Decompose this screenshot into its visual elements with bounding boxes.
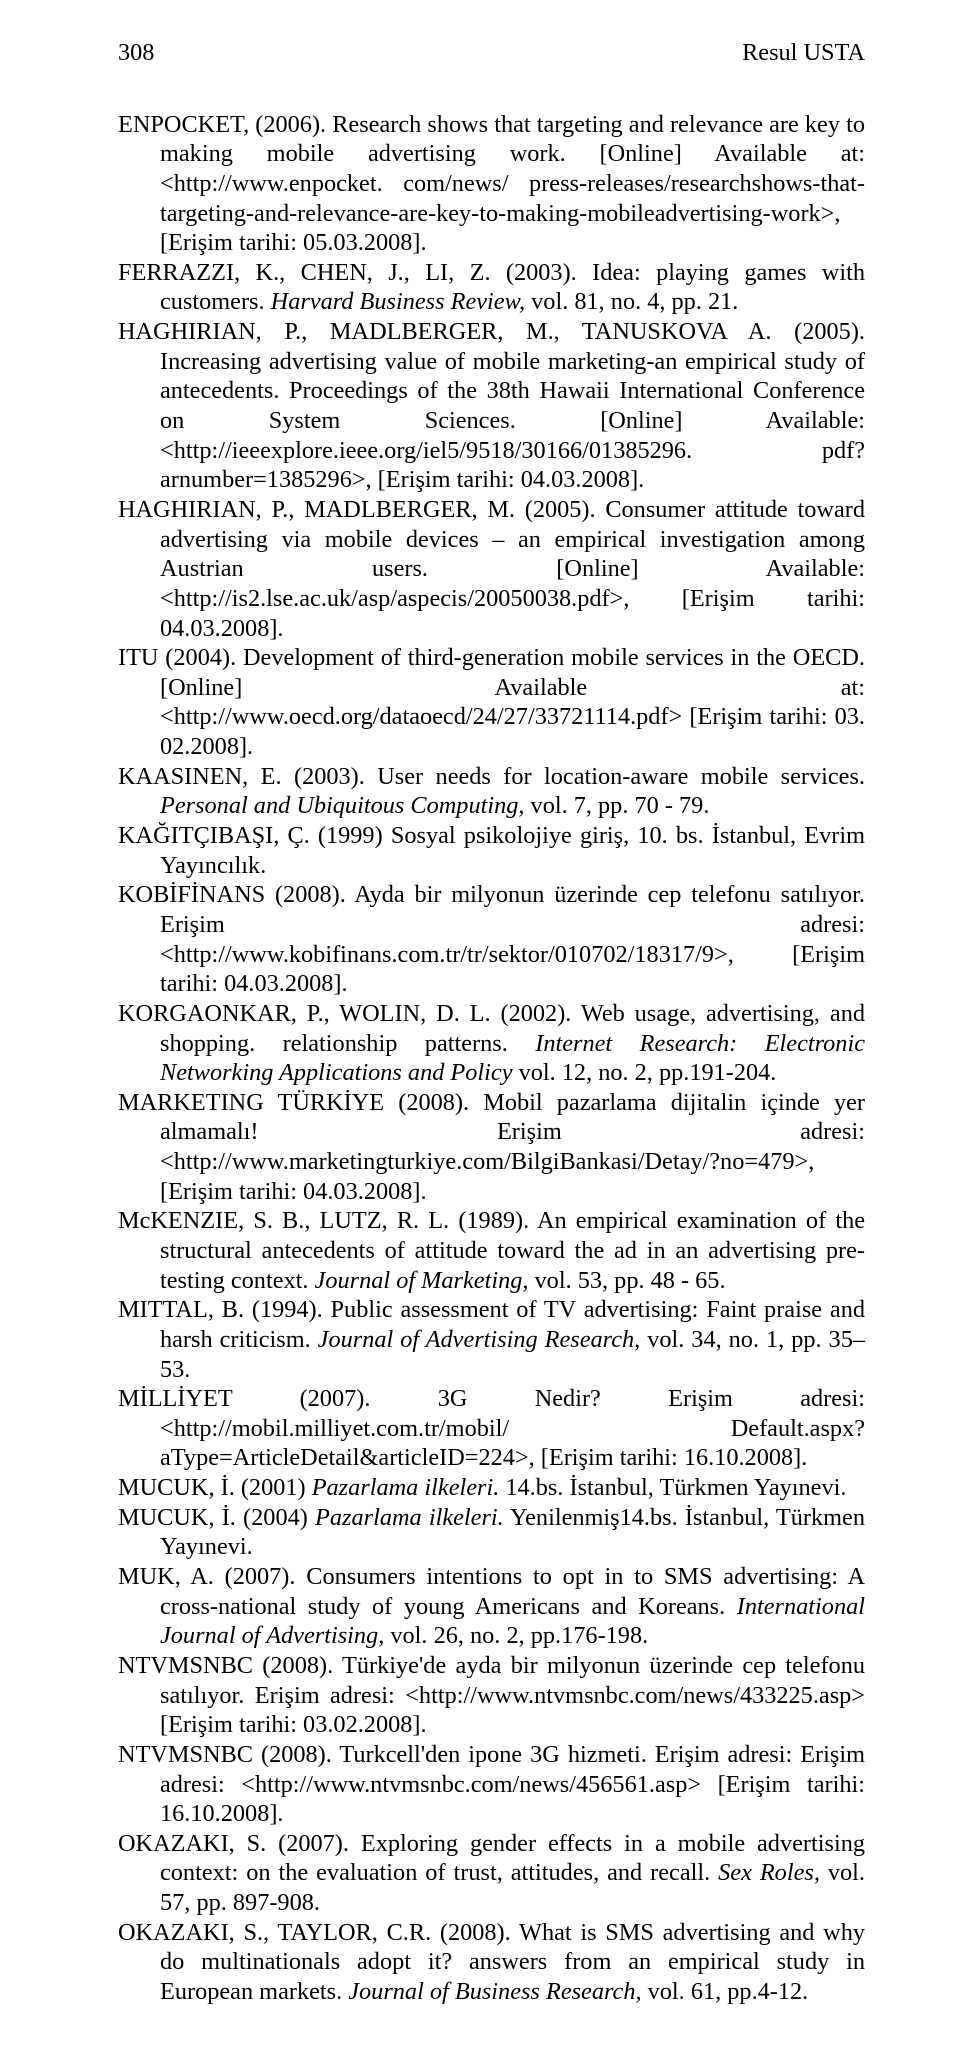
reference-entry: ENPOCKET, (2006). Research shows that ta…: [118, 110, 865, 258]
reference-entry: NTVMSNBC (2008). Türkiye'de ayda bir mil…: [118, 1651, 865, 1740]
reference-entry: MUK, A. (2007). Consumers intentions to …: [118, 1562, 865, 1651]
reference-entry: KAĞITÇIBAŞI, Ç. (1999) Sosyal psikolojiy…: [118, 821, 865, 880]
reference-list: ENPOCKET, (2006). Research shows that ta…: [118, 110, 865, 2007]
reference-entry: MITTAL, B. (1994). Public assessment of …: [118, 1295, 865, 1384]
reference-entry: FERRAZZI, K., CHEN, J., LI, Z. (2003). I…: [118, 258, 865, 317]
reference-entry: KOBİFİNANS (2008). Ayda bir milyonun üze…: [118, 880, 865, 999]
reference-entry: NTVMSNBC (2008). Turkcell'den ipone 3G h…: [118, 1740, 865, 1829]
reference-entry: MİLLİYET (2007). 3G Nedir? Erişim adresi…: [118, 1384, 865, 1473]
reference-entry: KAASINEN, E. (2003). User needs for loca…: [118, 762, 865, 821]
page: 308 Resul USTA ENPOCKET, (2006). Researc…: [0, 0, 960, 2047]
reference-entry: HAGHIRIAN, P., MADLBERGER, M., TANUSKOVA…: [118, 317, 865, 495]
reference-entry: MUCUK, İ. (2004) Pazarlama ilkeleri. Yen…: [118, 1503, 865, 1562]
reference-entry: MARKETING TÜRKİYE (2008). Mobil pazarlam…: [118, 1088, 865, 1207]
reference-entry: McKENZIE, S. B., LUTZ, R. L. (1989). An …: [118, 1206, 865, 1295]
reference-entry: ITU (2004). Development of third-generat…: [118, 643, 865, 762]
reference-entry: OKAZAKI, S. (2007). Exploring gender eff…: [118, 1829, 865, 1918]
reference-entry: HAGHIRIAN, P., MADLBERGER, M. (2005). Co…: [118, 495, 865, 643]
reference-entry: MUCUK, İ. (2001) Pazarlama ilkeleri. 14.…: [118, 1473, 865, 1503]
reference-entry: KORGAONKAR, P., WOLIN, D. L. (2002). Web…: [118, 999, 865, 1088]
page-author: Resul USTA: [742, 38, 865, 68]
page-number: 308: [118, 38, 154, 68]
page-header: 308 Resul USTA: [118, 38, 865, 68]
reference-entry: OKAZAKI, S., TAYLOR, C.R. (2008). What i…: [118, 1918, 865, 2007]
